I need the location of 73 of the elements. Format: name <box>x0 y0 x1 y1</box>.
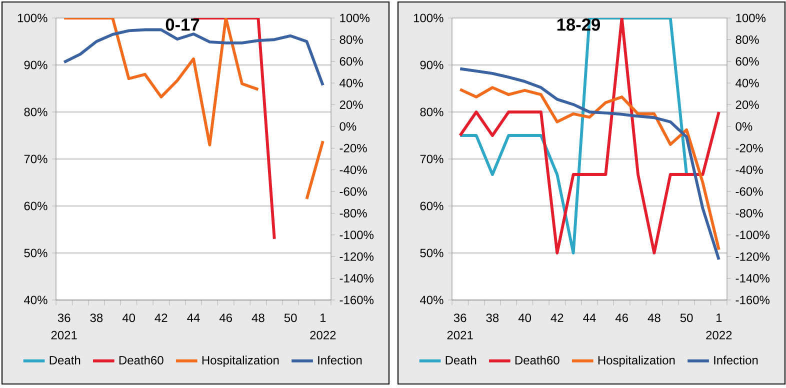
chart-title: 0-17 <box>166 18 200 31</box>
x-tick-label: 50 <box>680 314 693 322</box>
legend-label: Death60 <box>515 356 560 364</box>
y2-tick-label: -60% <box>340 187 367 196</box>
x-tick-label: 42 <box>154 314 168 322</box>
x-tick-label: 38 <box>90 314 103 322</box>
y2-tick-label: -140% <box>736 274 770 283</box>
text: 2021 <box>447 330 473 340</box>
y2-tick-label: 60% <box>736 57 759 66</box>
y2-tick-label: -100% <box>340 230 374 240</box>
y2-tick-label: 40% <box>736 78 759 88</box>
x-tick-label: 44 <box>187 314 200 322</box>
x-tick-label: 40 <box>122 314 136 322</box>
x-tick-label: 46 <box>219 314 232 322</box>
x-tick-label: 36 <box>58 314 70 322</box>
y2-tick-label: -80% <box>340 208 367 218</box>
y2-tick-label: 80% <box>340 35 363 44</box>
x-tick-label: 42 <box>550 314 564 322</box>
y-tick-label: 60% <box>24 202 48 210</box>
y2-tick-label: -160% <box>340 296 374 304</box>
y-tick-label: 90% <box>24 60 48 70</box>
y-tick-label: 70% <box>24 154 48 164</box>
y-tick-label: 70% <box>420 154 444 164</box>
y-tick-label: 40% <box>420 296 444 304</box>
y2-tick-label: -80% <box>736 208 763 218</box>
y2-tick-label: -160% <box>736 296 770 304</box>
y2-tick-label: -120% <box>340 252 374 261</box>
x-tick-label: 44 <box>583 314 596 322</box>
x-tick-label: 38 <box>486 314 499 322</box>
y-tick-label: 100% <box>18 14 48 22</box>
y-tick-label: 100% <box>414 14 444 22</box>
legend-label: Hospitalization <box>598 356 675 367</box>
x-tick-label: 50 <box>284 314 297 322</box>
y2-tick-label: 20% <box>736 100 759 110</box>
x-tick-label: 1 <box>320 314 326 322</box>
y2-tick-label: 100% <box>340 14 370 22</box>
y2-tick-label: 60% <box>340 57 363 66</box>
legend-label: Death <box>50 356 80 364</box>
y2-tick-label: -60% <box>736 187 763 196</box>
text: 2022 <box>310 330 336 340</box>
y-tick-label: 50% <box>420 248 444 258</box>
legend-label: Infection <box>318 356 362 364</box>
x-tick-label: 40 <box>518 314 531 322</box>
y2-tick-label: -140% <box>340 274 374 283</box>
y2-tick-label: -40% <box>736 166 763 174</box>
y-tick-label: 90% <box>420 60 444 70</box>
y2-tick-label: 100% <box>736 14 766 22</box>
legend-label: Death <box>446 356 476 364</box>
y2-tick-label: -100% <box>736 230 770 240</box>
y-tick-label: 40% <box>24 296 48 304</box>
x-tick-label: 36 <box>454 314 466 322</box>
y-tick-label: 60% <box>420 202 444 210</box>
y2-tick-label: 0% <box>340 122 356 131</box>
y2-tick-label: 20% <box>340 100 363 110</box>
y2-tick-label: 80% <box>736 35 759 44</box>
y2-tick-label: 40% <box>340 78 363 88</box>
legend-label: Death60 <box>119 356 164 364</box>
y2-tick-label: -20% <box>340 144 367 152</box>
text: 2021 <box>51 330 77 340</box>
y2-tick-label: -40% <box>340 166 367 174</box>
x-tick-label: 1 <box>716 314 722 322</box>
legend-label: Hospitalization <box>202 356 279 367</box>
x-tick-label: 46 <box>615 314 628 322</box>
legend-label: Infection <box>714 356 758 364</box>
x-tick-label: 48 <box>252 314 264 322</box>
y2-tick-label: 0% <box>736 122 752 131</box>
y-tick-label: 80% <box>420 108 444 116</box>
text: 2022 <box>706 330 732 340</box>
y-tick-label: 50% <box>24 248 48 258</box>
y2-tick-label: -20% <box>736 144 763 152</box>
y-tick-label: 80% <box>24 108 48 116</box>
x-tick-label: 48 <box>648 314 660 322</box>
y2-tick-label: -120% <box>736 252 770 261</box>
